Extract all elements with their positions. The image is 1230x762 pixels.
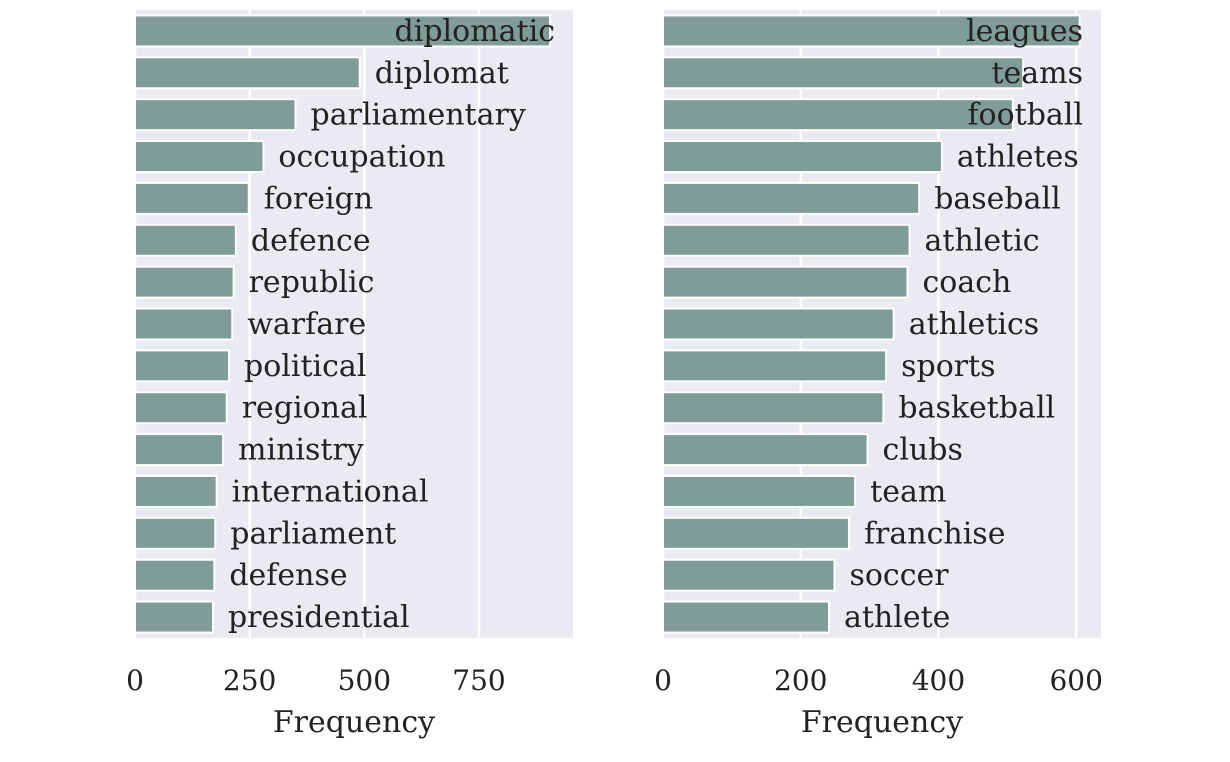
category-label: parliamentary <box>311 98 526 133</box>
bar <box>662 14 1081 48</box>
bar <box>662 265 909 299</box>
category-label: leagues <box>966 14 1083 49</box>
bar <box>134 181 250 215</box>
bar <box>662 516 850 550</box>
x-tick-label: 600 <box>1049 664 1102 697</box>
category-label: baseball <box>934 181 1061 216</box>
bar <box>134 433 225 467</box>
category-label: sports <box>901 349 995 384</box>
bar <box>134 391 228 425</box>
bar <box>662 98 1014 132</box>
category-label: presidential <box>228 600 410 635</box>
category-label: coach <box>922 265 1011 300</box>
bar <box>662 349 888 383</box>
bar <box>134 600 214 634</box>
panel-left: diplomatic diplomat parliamentary occupatio… <box>126 10 573 740</box>
panel-right: leagues teams football athletes baseball athl… <box>654 10 1103 740</box>
category-label: team <box>870 474 946 509</box>
bar <box>134 265 235 299</box>
bar <box>662 56 1025 90</box>
category-label: diplomatic <box>395 14 555 49</box>
category-label: athletes <box>957 140 1079 175</box>
category-label: athlete <box>844 600 950 635</box>
category-label: republic <box>249 265 375 300</box>
bar <box>134 349 231 383</box>
bar <box>134 307 234 341</box>
category-label: foreign <box>264 181 373 216</box>
x-axis-label: Frequency <box>801 705 963 740</box>
category-label: parliament <box>230 516 396 551</box>
bar <box>134 223 237 257</box>
bar <box>134 516 217 550</box>
category-label: athletics <box>909 307 1039 342</box>
category-label: defence <box>251 223 371 258</box>
x-tick-label: 200 <box>774 664 827 697</box>
category-label: regional <box>242 391 368 426</box>
category-label: teams <box>991 56 1083 91</box>
bar <box>662 307 895 341</box>
bar <box>134 56 361 90</box>
x-axis-label: Frequency <box>273 705 435 740</box>
bar <box>134 140 265 174</box>
category-label: football <box>967 98 1083 133</box>
bar <box>662 433 869 467</box>
category-label: defense <box>229 558 347 593</box>
bar <box>662 140 943 174</box>
category-label: soccer <box>849 558 949 593</box>
bar <box>662 181 921 215</box>
bar <box>662 600 830 634</box>
category-label: occupation <box>278 140 445 175</box>
category-label: warfare <box>247 307 366 342</box>
x-tick-label: 500 <box>338 664 391 697</box>
bar <box>134 14 552 48</box>
category-label: political <box>244 349 366 384</box>
bar <box>134 558 216 592</box>
bar <box>662 474 857 508</box>
x-tick-label: 400 <box>912 664 965 697</box>
x-tick-label: 0 <box>126 664 144 697</box>
bar <box>134 98 297 132</box>
category-label: ministry <box>238 433 364 468</box>
bar <box>134 474 218 508</box>
category-label: basketball <box>898 391 1055 426</box>
bar <box>662 391 885 425</box>
bar <box>662 558 836 592</box>
category-label: franchise <box>864 516 1006 551</box>
category-label: diplomat <box>375 56 509 91</box>
category-label: clubs <box>883 433 963 468</box>
x-tick-label: 750 <box>452 664 505 697</box>
x-tick-label: 250 <box>223 664 276 697</box>
bar <box>662 223 911 257</box>
category-label: international <box>232 474 429 509</box>
category-label: athletic <box>925 223 1040 258</box>
x-tick-label: 0 <box>654 664 672 697</box>
